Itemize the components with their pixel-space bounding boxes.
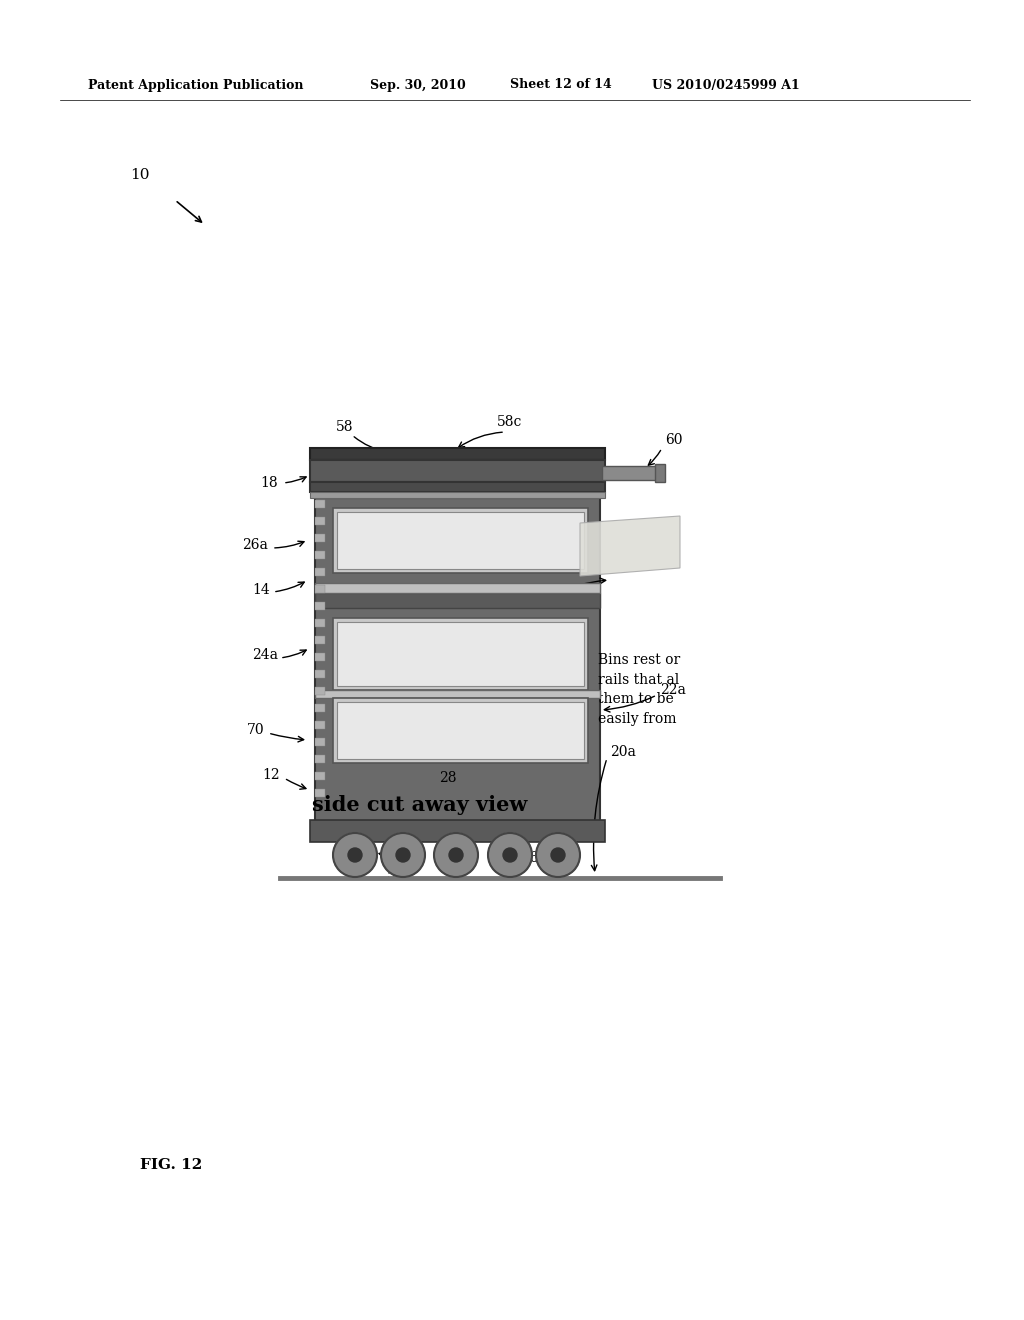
Bar — [315, 738, 325, 746]
Bar — [310, 492, 605, 498]
Bar — [333, 698, 588, 763]
Text: 30: 30 — [441, 706, 459, 719]
Bar — [315, 686, 325, 696]
Bar — [602, 466, 657, 480]
Text: Sep. 30, 2010: Sep. 30, 2010 — [370, 78, 466, 91]
Bar — [315, 653, 325, 661]
Circle shape — [488, 833, 532, 876]
Bar — [337, 512, 584, 569]
Text: FIG. 12: FIG. 12 — [140, 1158, 203, 1172]
Bar — [315, 498, 600, 840]
Text: 58c: 58c — [498, 414, 522, 429]
Bar — [315, 721, 325, 729]
Text: Sheet 12 of 14: Sheet 12 of 14 — [510, 78, 611, 91]
Bar — [337, 622, 584, 686]
Bar — [310, 482, 605, 492]
Bar — [315, 517, 325, 525]
Text: Patent Application Publication: Patent Application Publication — [88, 78, 303, 91]
Text: 20a: 20a — [610, 744, 636, 759]
Text: 24a: 24a — [252, 648, 278, 663]
Text: 14: 14 — [252, 583, 270, 597]
Text: 28: 28 — [439, 771, 457, 785]
Bar — [315, 500, 325, 508]
Circle shape — [503, 847, 517, 862]
Text: Bins rest or
rails that al
them to be
easily from: Bins rest or rails that al them to be ea… — [598, 653, 680, 726]
Bar — [315, 593, 600, 609]
Circle shape — [449, 847, 463, 862]
Bar — [315, 602, 325, 610]
Bar — [315, 585, 325, 593]
Polygon shape — [580, 516, 680, 576]
Bar — [310, 820, 605, 842]
Text: 18: 18 — [260, 477, 278, 490]
Text: 12: 12 — [262, 768, 280, 781]
Bar — [315, 704, 325, 711]
Bar — [337, 702, 584, 759]
Bar — [315, 583, 600, 593]
Bar — [333, 508, 588, 573]
Text: 58: 58 — [336, 420, 353, 434]
Bar — [655, 465, 665, 482]
Bar — [315, 636, 325, 644]
Bar — [333, 618, 588, 690]
Bar — [315, 755, 325, 763]
Bar — [315, 671, 325, 678]
Circle shape — [381, 833, 425, 876]
Bar — [315, 535, 325, 543]
Bar — [310, 459, 605, 482]
Text: 70: 70 — [248, 723, 265, 737]
Bar — [315, 690, 600, 698]
Text: 32: 32 — [550, 593, 567, 607]
Bar — [315, 619, 325, 627]
Circle shape — [333, 833, 377, 876]
Bar — [315, 789, 325, 797]
Bar — [315, 772, 325, 780]
Circle shape — [536, 833, 580, 876]
Circle shape — [434, 833, 478, 876]
Circle shape — [348, 847, 362, 862]
Circle shape — [551, 847, 565, 862]
Text: 22a: 22a — [660, 682, 686, 697]
Text: 26a: 26a — [242, 539, 268, 552]
Text: 56c: 56c — [387, 869, 413, 882]
Circle shape — [396, 847, 410, 862]
Text: 34: 34 — [444, 591, 462, 605]
Text: US 2010/0245999 A1: US 2010/0245999 A1 — [652, 78, 800, 91]
Bar — [315, 550, 325, 558]
Bar — [310, 447, 605, 459]
Text: side cut away view: side cut away view — [312, 795, 527, 814]
Text: 56a: 56a — [522, 851, 548, 865]
Bar — [315, 568, 325, 576]
Text: 10: 10 — [130, 168, 150, 182]
Text: 60: 60 — [665, 433, 683, 447]
